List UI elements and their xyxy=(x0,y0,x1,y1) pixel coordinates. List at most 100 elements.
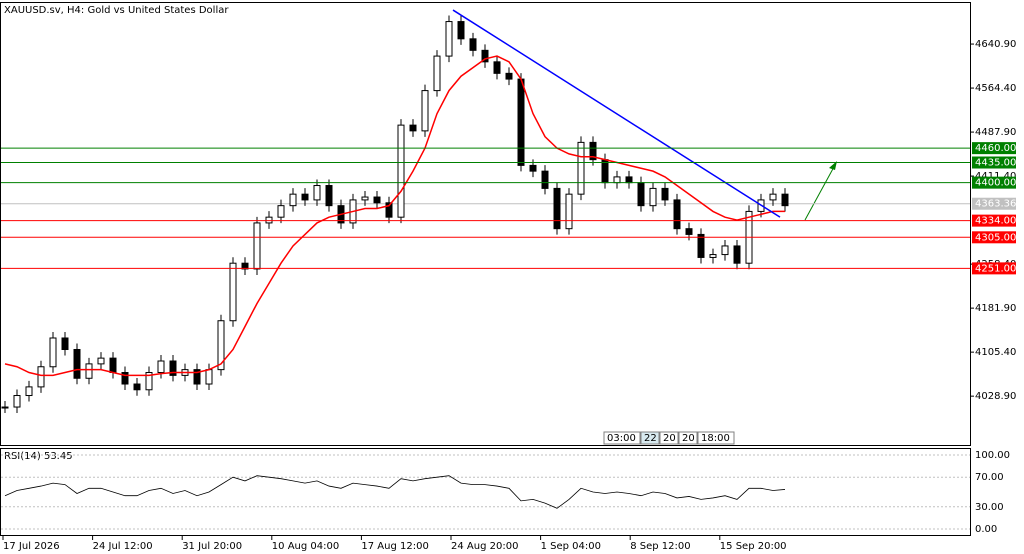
rsi-tick-label: 70.00 xyxy=(975,472,1004,483)
candle xyxy=(277,205,285,218)
candle xyxy=(85,363,93,379)
candle xyxy=(385,202,393,218)
candle xyxy=(313,185,321,201)
candle xyxy=(733,245,741,264)
candle xyxy=(613,176,621,184)
y-tick-label: 4487.90 xyxy=(975,127,1016,138)
candle xyxy=(517,78,525,166)
candle xyxy=(781,193,789,207)
candle xyxy=(289,193,297,207)
x-tick-label: 1 Sep 04:00 xyxy=(541,541,601,552)
candle xyxy=(97,357,105,365)
candle xyxy=(481,49,489,63)
candle xyxy=(529,164,537,172)
rsi-tick-label: 0.00 xyxy=(975,524,997,535)
y-tick-label: 4640.90 xyxy=(975,39,1016,50)
time-marker-box xyxy=(659,431,679,445)
candle xyxy=(445,21,453,57)
candle xyxy=(589,141,597,161)
y-tick-label: 4564.40 xyxy=(975,83,1016,94)
candle xyxy=(205,369,213,385)
candle xyxy=(25,386,33,397)
level-label-box xyxy=(972,142,1016,155)
rsi-title: RSI(14) 53.45 xyxy=(4,451,73,462)
candle xyxy=(397,124,405,218)
candle xyxy=(157,360,165,374)
level-label: 4251.00 xyxy=(975,263,1016,274)
candle xyxy=(241,262,249,270)
candle xyxy=(409,124,417,132)
candle xyxy=(361,196,369,201)
candle xyxy=(37,366,45,388)
candle xyxy=(217,320,225,371)
candle xyxy=(469,38,477,51)
time-marker-box xyxy=(603,431,641,445)
candle xyxy=(373,196,381,204)
x-tick-label: 17 Jul 2026 xyxy=(3,541,60,552)
candle xyxy=(697,233,705,258)
time-marker: 20 xyxy=(663,433,676,444)
last-price-box xyxy=(972,197,1016,210)
candle xyxy=(73,348,81,379)
candle xyxy=(265,216,273,224)
candle xyxy=(625,176,633,184)
time-marker-box xyxy=(697,431,735,445)
level-label: 4334.00 xyxy=(975,216,1016,227)
candle xyxy=(601,159,609,184)
x-tick-label: 15 Sep 20:00 xyxy=(720,541,787,552)
level-label: 4460.00 xyxy=(975,143,1016,154)
candle xyxy=(685,228,693,235)
candle xyxy=(673,199,681,230)
main-pane xyxy=(0,2,971,446)
candle xyxy=(145,372,153,391)
moving-average xyxy=(4,55,785,377)
time-marker-box xyxy=(678,431,698,445)
candle xyxy=(301,193,309,201)
level-label-box xyxy=(972,231,1016,244)
rsi-pane xyxy=(0,448,971,536)
arrow xyxy=(804,164,836,221)
time-marker: 18:00 xyxy=(701,433,730,444)
candle xyxy=(193,369,201,385)
level-label: 4305.00 xyxy=(975,232,1016,243)
time-marker: 03:00 xyxy=(607,433,636,444)
candle xyxy=(577,141,585,195)
y-tick-label: 4028.90 xyxy=(975,391,1016,402)
y-tick-label: 4181.90 xyxy=(975,303,1016,314)
rsi-line xyxy=(4,475,786,509)
x-tick-label: 17 Aug 12:00 xyxy=(361,541,428,552)
candle xyxy=(565,193,573,230)
candle xyxy=(133,383,141,391)
candle xyxy=(649,187,657,207)
candle xyxy=(637,182,645,207)
level-label-box xyxy=(972,214,1016,227)
candle xyxy=(1,406,9,409)
y-tick-label: 4105.40 xyxy=(975,347,1016,358)
level-label-box xyxy=(972,176,1016,189)
candle xyxy=(253,222,261,270)
x-tick-label: 8 Sep 12:00 xyxy=(630,541,690,552)
candle xyxy=(61,337,69,350)
x-tick-label: 24 Aug 20:00 xyxy=(451,541,518,552)
candle xyxy=(49,337,57,368)
time-marker: 20 xyxy=(682,433,695,444)
candle xyxy=(661,187,669,201)
candle xyxy=(493,61,501,74)
candle xyxy=(109,357,117,374)
candle xyxy=(721,245,729,256)
candle xyxy=(421,90,429,132)
candle xyxy=(541,170,549,189)
candle xyxy=(13,395,21,408)
time-marker-box xyxy=(640,431,660,445)
x-tick-label: 31 Jul 20:00 xyxy=(182,541,242,552)
level-label: 4435.00 xyxy=(975,158,1016,169)
time-marker: 22 xyxy=(644,433,657,444)
candle xyxy=(553,187,561,230)
last-price-label: 4363.36 xyxy=(975,199,1016,210)
x-tick-label: 10 Aug 04:00 xyxy=(272,541,339,552)
level-label: 4400.00 xyxy=(975,178,1016,189)
level-label-box xyxy=(972,262,1016,275)
